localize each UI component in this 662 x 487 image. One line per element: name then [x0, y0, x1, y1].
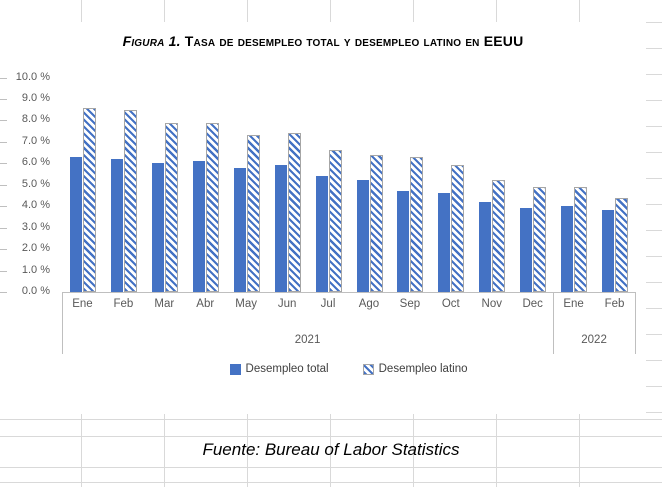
sheet-gridline — [0, 467, 662, 468]
bar-desempleo-total-feb-1[interactable] — [111, 159, 123, 292]
y-axis-tick-label: 7.0 % — [21, 134, 50, 147]
bar-desempleo-latino-jun-5[interactable] — [288, 133, 301, 292]
y-axis-tick-label: 10.0 % — [15, 70, 50, 83]
sheet-gridline — [0, 482, 662, 483]
x-axis-year-label: 2022 — [581, 334, 607, 346]
y-axis-tick — [0, 77, 7, 79]
bar-desempleo-latino-mar-2[interactable] — [165, 123, 178, 292]
bar-desempleo-latino-feb-13[interactable] — [615, 198, 628, 292]
y-axis-tick-label: 3.0 % — [21, 220, 50, 233]
x-axis-month-label: Ene — [563, 298, 584, 310]
y-axis-tick-label: 2.0 % — [21, 242, 50, 255]
bar-desempleo-total-feb-13[interactable] — [602, 210, 614, 292]
y-axis-tick — [0, 184, 7, 186]
chart-title: Figura 1. Tasa de desempleo total y dese… — [0, 33, 646, 49]
legend-label: Desempleo latino — [378, 363, 468, 375]
bar-desempleo-total-ene-12[interactable] — [561, 206, 573, 292]
y-axis-tick-label: 8.0 % — [21, 113, 50, 126]
x-axis-group-separator — [62, 292, 63, 354]
bar-desempleo-latino-abr-3[interactable] — [206, 123, 219, 292]
y-axis-tick — [0, 227, 7, 229]
bar-desempleo-total-nov-10[interactable] — [479, 202, 491, 292]
x-axis-month-label: May — [235, 298, 258, 310]
x-axis-month-label: Nov — [481, 298, 502, 310]
bar-desempleo-total-jun-5[interactable] — [275, 165, 287, 292]
bar-desempleo-latino-oct-9[interactable] — [451, 165, 464, 292]
bar-desempleo-latino-ene-12[interactable] — [574, 187, 587, 292]
y-axis-tick — [0, 163, 7, 165]
bar-desempleo-total-ago-7[interactable] — [357, 180, 369, 292]
y-axis-tick-label: 0.0 % — [21, 285, 50, 297]
y-axis-tick — [0, 98, 7, 100]
x-axis-month-label: Ago — [358, 298, 380, 310]
legend-swatch-hatch-icon — [362, 363, 374, 375]
x-axis-group-separator — [635, 292, 636, 354]
y-axis-tick — [0, 270, 7, 272]
x-axis-month-label: Mar — [154, 298, 175, 310]
y-axis-tick-label: 4.0 % — [21, 199, 50, 212]
bar-desempleo-total-may-4[interactable] — [234, 168, 246, 292]
bar-desempleo-latino-may-4[interactable] — [247, 135, 260, 292]
chart-title-text: Tasa de desempleo total y desempleo lati… — [180, 33, 524, 49]
bar-desempleo-total-oct-9[interactable] — [438, 193, 450, 292]
y-axis-tick-label: 6.0 % — [21, 156, 50, 169]
bar-desempleo-total-dec-11[interactable] — [520, 208, 532, 292]
legend-item-desempleo-latino[interactable]: Desempleo latino — [362, 363, 468, 375]
chart-title-prefix: Figura 1. — [122, 33, 181, 49]
sheet-gridline — [0, 419, 662, 420]
chart-area[interactable]: Figura 1. Tasa de desempleo total y dese… — [0, 22, 646, 414]
y-axis-tick-label: 5.0 % — [21, 177, 50, 190]
x-axis-month-label: Abr — [196, 298, 215, 310]
y-axis-tick — [0, 292, 7, 293]
bar-desempleo-latino-ago-7[interactable] — [370, 155, 383, 292]
x-axis-month-label: Jun — [277, 298, 297, 310]
y-axis-tick — [0, 141, 7, 143]
legend-label: Desempleo total — [245, 363, 329, 375]
bar-desempleo-total-jul-6[interactable] — [316, 176, 328, 292]
x-axis-group-separator — [553, 292, 554, 354]
y-axis-tick-label: 1.0 % — [21, 263, 50, 276]
x-axis-month-label: Ene — [72, 298, 93, 310]
legend-item-desempleo-total[interactable]: Desempleo total — [229, 363, 329, 375]
x-axis-month-label: Oct — [441, 298, 460, 310]
y-axis-tick — [0, 120, 7, 122]
source-note: Fuente: Bureau of Labor Statistics — [202, 440, 460, 459]
bar-desempleo-latino-nov-10[interactable] — [492, 180, 505, 292]
x-axis-month-label: Feb — [604, 298, 625, 310]
x-axis-year-label: 2021 — [294, 334, 321, 346]
bar-desempleo-latino-ene-0[interactable] — [83, 108, 96, 292]
bar-desempleo-total-abr-3[interactable] — [193, 161, 205, 292]
bar-desempleo-latino-dec-11[interactable] — [533, 187, 546, 292]
x-axis-line — [62, 292, 636, 293]
chart-legend: Desempleo total Desempleo latino — [62, 363, 635, 375]
x-axis-month-label: Sep — [399, 298, 421, 310]
bar-desempleo-latino-feb-1[interactable] — [124, 110, 137, 292]
x-axis-month-label: Jul — [320, 298, 336, 310]
x-axis-month-label: Dec — [522, 298, 543, 310]
bar-desempleo-latino-sep-8[interactable] — [410, 157, 423, 292]
bar-desempleo-total-sep-8[interactable] — [397, 191, 409, 292]
bar-desempleo-latino-jul-6[interactable] — [329, 150, 342, 292]
bar-desempleo-total-mar-2[interactable] — [152, 163, 164, 292]
legend-swatch-solid-icon — [229, 363, 241, 375]
sheet-gridline — [0, 436, 662, 437]
x-axis-month-label: Feb — [113, 298, 134, 310]
y-axis-tick — [0, 249, 7, 251]
y-axis-tick — [0, 206, 7, 208]
bar-desempleo-total-ene-0[interactable] — [70, 157, 82, 292]
y-axis-tick-label: 9.0 % — [21, 91, 50, 104]
